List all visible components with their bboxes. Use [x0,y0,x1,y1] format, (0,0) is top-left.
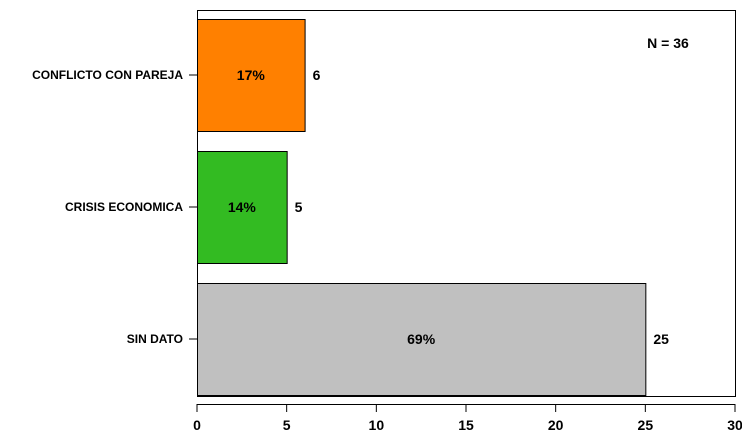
bar-percent-label-3: 69% [407,331,436,347]
bar-value-label-3: 25 [653,331,669,347]
y-tick-label-1: CONFLICTO CON PAREJA [32,68,183,82]
y-tick-label-2: CRISIS ECONOMICA [65,200,183,214]
x-tick-label-2: 5 [283,417,291,433]
bar-2 [197,151,288,264]
bars-group: 17% 6 14% 5 69% 25 [197,19,669,396]
y-tick-label-3: SIN DATO [127,332,183,346]
x-tick-label-6: 25 [638,417,654,433]
sample-size-annotation: N = 36 [647,35,689,51]
x-tick-label-5: 20 [548,417,564,433]
x-axis: 0 5 10 15 20 25 30 [193,404,742,433]
y-axis: CONFLICTO CON PAREJA CRISIS ECONOMICA SIN … [32,68,197,346]
bar-1 [197,19,306,132]
x-tick-label-4: 15 [458,417,474,433]
bar-value-label-2: 5 [295,199,303,215]
bar-percent-label-1: 17% [237,67,266,83]
x-tick-label-3: 10 [369,417,385,433]
bar-3 [197,283,647,396]
x-tick-label-1: 0 [193,417,201,433]
x-tick-label-7: 30 [727,417,742,433]
bar-percent-label-2: 14% [228,199,257,215]
bar-value-label-1: 6 [313,67,321,83]
